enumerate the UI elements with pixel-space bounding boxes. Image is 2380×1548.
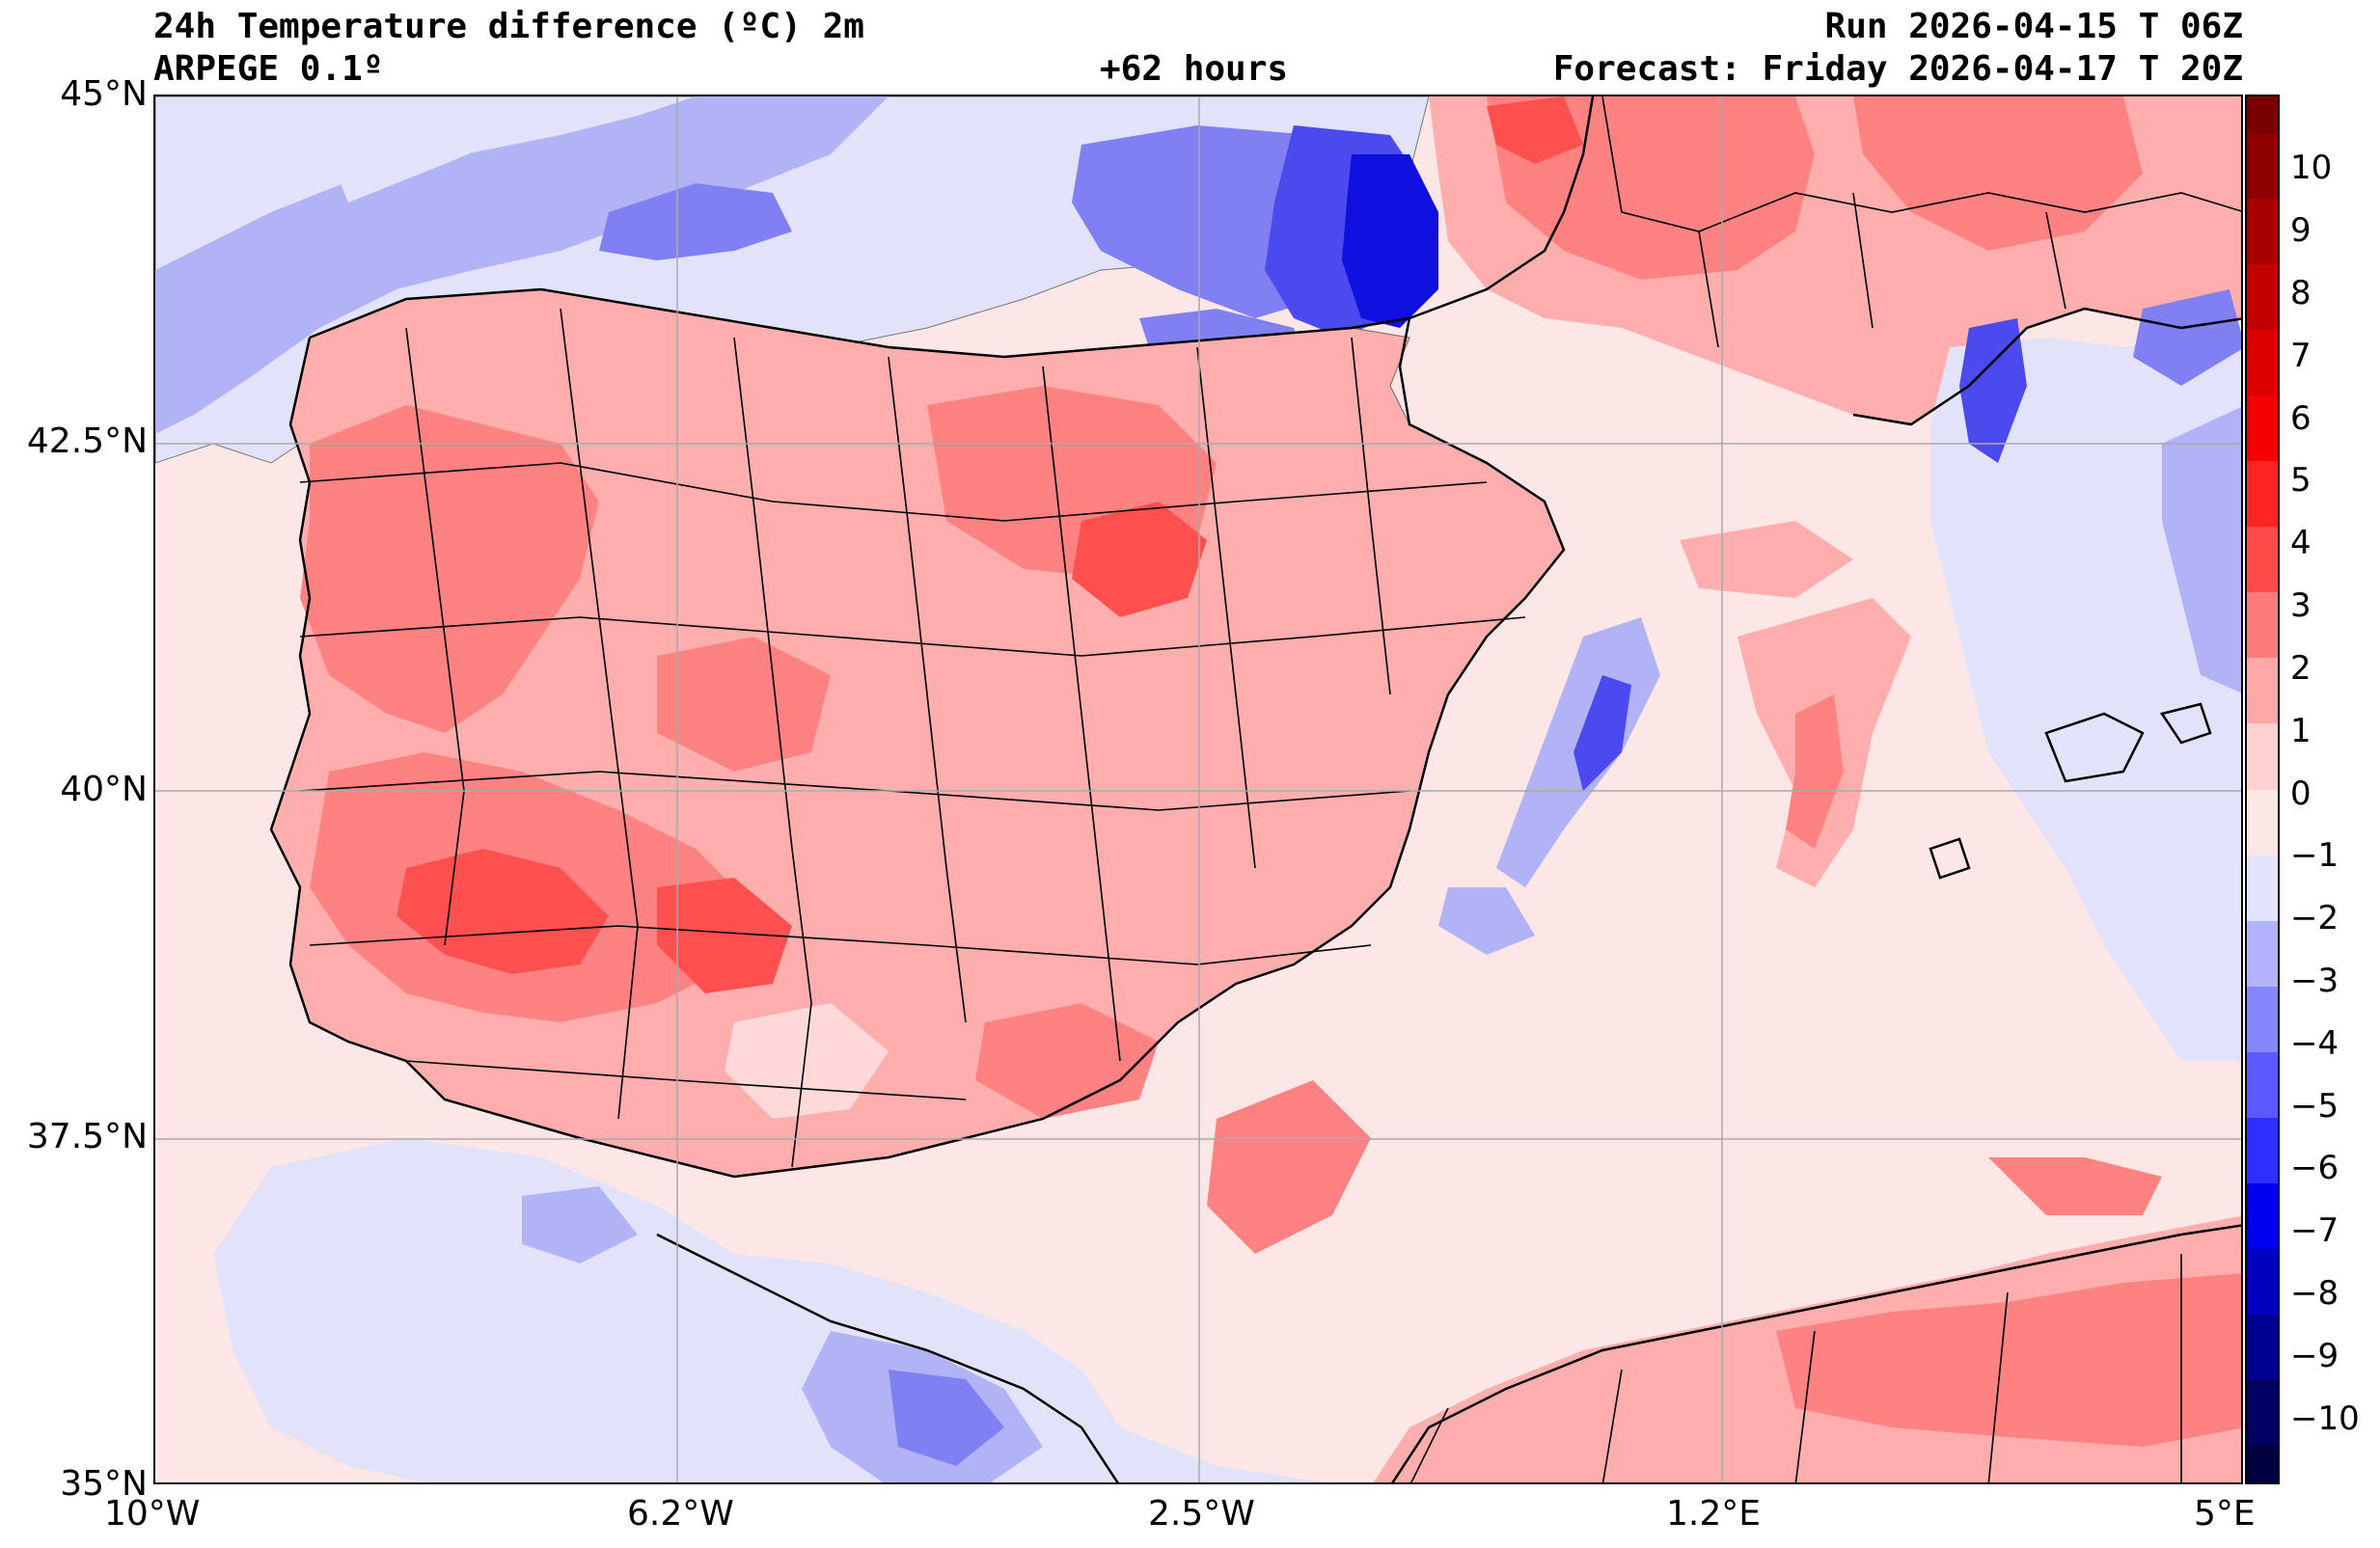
colorbar-tick-label: −5 xyxy=(2290,1086,2339,1126)
colorbar-tick-label: −1 xyxy=(2290,836,2339,876)
colorbar-tick-label: 8 xyxy=(2290,274,2312,313)
colorbar-segment xyxy=(2247,527,2278,594)
mediterranean-cool-area xyxy=(2162,406,2241,693)
colorbar-tick-label: 9 xyxy=(2290,211,2312,251)
forecast-valid-time: Forecast: Friday 2026-04-17 T 20Z xyxy=(1552,49,2243,89)
lat-tick-label: 42.5°N xyxy=(26,421,148,461)
colorbar-tick-label: −3 xyxy=(2290,961,2339,1000)
lon-tick-label: 5°E xyxy=(2194,1494,2256,1534)
map-title: 24h Temperature difference (ºC) 2m xyxy=(153,7,864,46)
lat-tick-label: 37.5°N xyxy=(26,1117,148,1156)
colorbar-segment xyxy=(2247,1379,2278,1447)
colorbar-segment xyxy=(2247,395,2278,463)
colorbar xyxy=(2245,95,2280,1484)
lon-tick-label: 1.2°E xyxy=(1666,1494,1761,1534)
colorbar-tick-label: −8 xyxy=(2290,1273,2339,1313)
balearic-warm-area xyxy=(1786,694,1844,849)
colorbar-tick-label: 2 xyxy=(2290,648,2312,688)
iberia-warm-area xyxy=(657,878,792,993)
lon-tick-label: 10°W xyxy=(104,1494,201,1534)
colorbar-segment xyxy=(2247,264,2278,332)
valencia-cool-area xyxy=(1573,675,1631,791)
colorbar-tick-label: 4 xyxy=(2290,524,2312,563)
biscay-cool-area xyxy=(1342,154,1438,328)
forecast-hour: +62 hours xyxy=(1100,49,1289,89)
country-borders xyxy=(1410,96,2241,1482)
iberia-warm-area xyxy=(300,405,599,733)
colorbar-tick-label: 10 xyxy=(2290,149,2333,188)
iberia-warm-area xyxy=(1072,502,1207,617)
coastline xyxy=(656,1233,1119,1482)
lat-tick-label: 45°N xyxy=(60,74,148,114)
colorbar-segment xyxy=(2247,1248,2278,1316)
iberia-warm-area xyxy=(725,1003,889,1119)
colorbar-tick-label: 3 xyxy=(2290,586,2312,626)
colorbar-tick-label: −6 xyxy=(2290,1149,2339,1188)
south-cool-area xyxy=(213,1138,1327,1482)
coastline xyxy=(269,287,1566,1179)
colorbar-segment xyxy=(2247,592,2278,660)
colorbar-segment xyxy=(2247,1182,2278,1250)
colorbar-tick-label: 0 xyxy=(2290,774,2312,813)
island-coastline xyxy=(1929,837,1971,880)
colorbar-segment xyxy=(2247,330,2278,397)
island-coastline xyxy=(2159,702,2212,745)
iberia-warm-area xyxy=(657,637,831,772)
iberia-warm-area xyxy=(1207,1080,1371,1254)
colorbar-tick-label: 7 xyxy=(2290,336,2312,375)
run-time: Run 2026-04-15 T 06Z xyxy=(1824,7,2243,46)
colorbar-segment xyxy=(2247,199,2278,266)
colorbar-tick-label: 5 xyxy=(2290,461,2312,501)
model-name: ARPEGE 0.1º xyxy=(153,49,384,89)
colorbar-tick-label: 6 xyxy=(2290,398,2312,438)
mediterranean-cool-area xyxy=(1959,318,2027,463)
colorbar-segment xyxy=(2247,1051,2278,1119)
colorbar-segment xyxy=(2247,920,2278,988)
north-africa-warm-area xyxy=(1776,1273,2241,1447)
coast-cool-area xyxy=(599,183,792,260)
lon-tick-label: 2.5°W xyxy=(1148,1494,1255,1534)
coastline xyxy=(1391,1224,2241,1482)
colorbar-tick-label: −10 xyxy=(2290,1399,2360,1438)
gridlines xyxy=(155,96,2241,1482)
lat-tick-label: 40°N xyxy=(60,770,148,809)
temperature-difference-map xyxy=(153,95,2243,1484)
colorbar-segment xyxy=(2247,133,2278,201)
colorbar-segment xyxy=(2247,1314,2278,1381)
france-warm-area xyxy=(1487,96,1583,164)
island-coastline xyxy=(2044,712,2145,783)
colorbar-tick-label: −2 xyxy=(2290,899,2339,938)
valencia-cool-area xyxy=(1438,887,1535,955)
iberia-warm-area xyxy=(975,1003,1159,1119)
south-cool-area xyxy=(889,1370,1004,1466)
atlantic-cool-area xyxy=(155,96,889,434)
colorbar-tick-label: −9 xyxy=(2290,1336,2339,1375)
colorbar-segment xyxy=(2247,723,2278,791)
mediterranean-cool-area xyxy=(2133,289,2241,386)
coastline xyxy=(1409,96,2241,426)
colorbar-extend-bottom xyxy=(2247,1446,2278,1482)
france-warm-area xyxy=(1853,96,2143,251)
balearic-warm-area xyxy=(1680,521,1853,598)
colorbar-extend-top xyxy=(2247,96,2278,133)
colorbar-segment xyxy=(2247,1117,2278,1184)
atlantic-cool-area xyxy=(329,116,561,203)
iberia-warm-area xyxy=(397,849,609,974)
north-africa-warm-area xyxy=(1988,1157,2162,1215)
colorbar-segment xyxy=(2247,855,2278,922)
lon-tick-label: 6.2°W xyxy=(627,1494,734,1534)
colorbar-tick-label: 1 xyxy=(2290,711,2312,750)
colorbar-segment xyxy=(2247,461,2278,529)
colorbar-segment xyxy=(2247,986,2278,1053)
south-cool-area xyxy=(522,1186,638,1263)
colorbar-tick-label: −4 xyxy=(2290,1023,2339,1063)
colorbar-tick-label: −7 xyxy=(2290,1211,2339,1251)
colorbar-segment xyxy=(2247,658,2278,725)
colorbar-segment xyxy=(2247,789,2278,856)
lat-tick-label: 35°N xyxy=(60,1464,148,1504)
